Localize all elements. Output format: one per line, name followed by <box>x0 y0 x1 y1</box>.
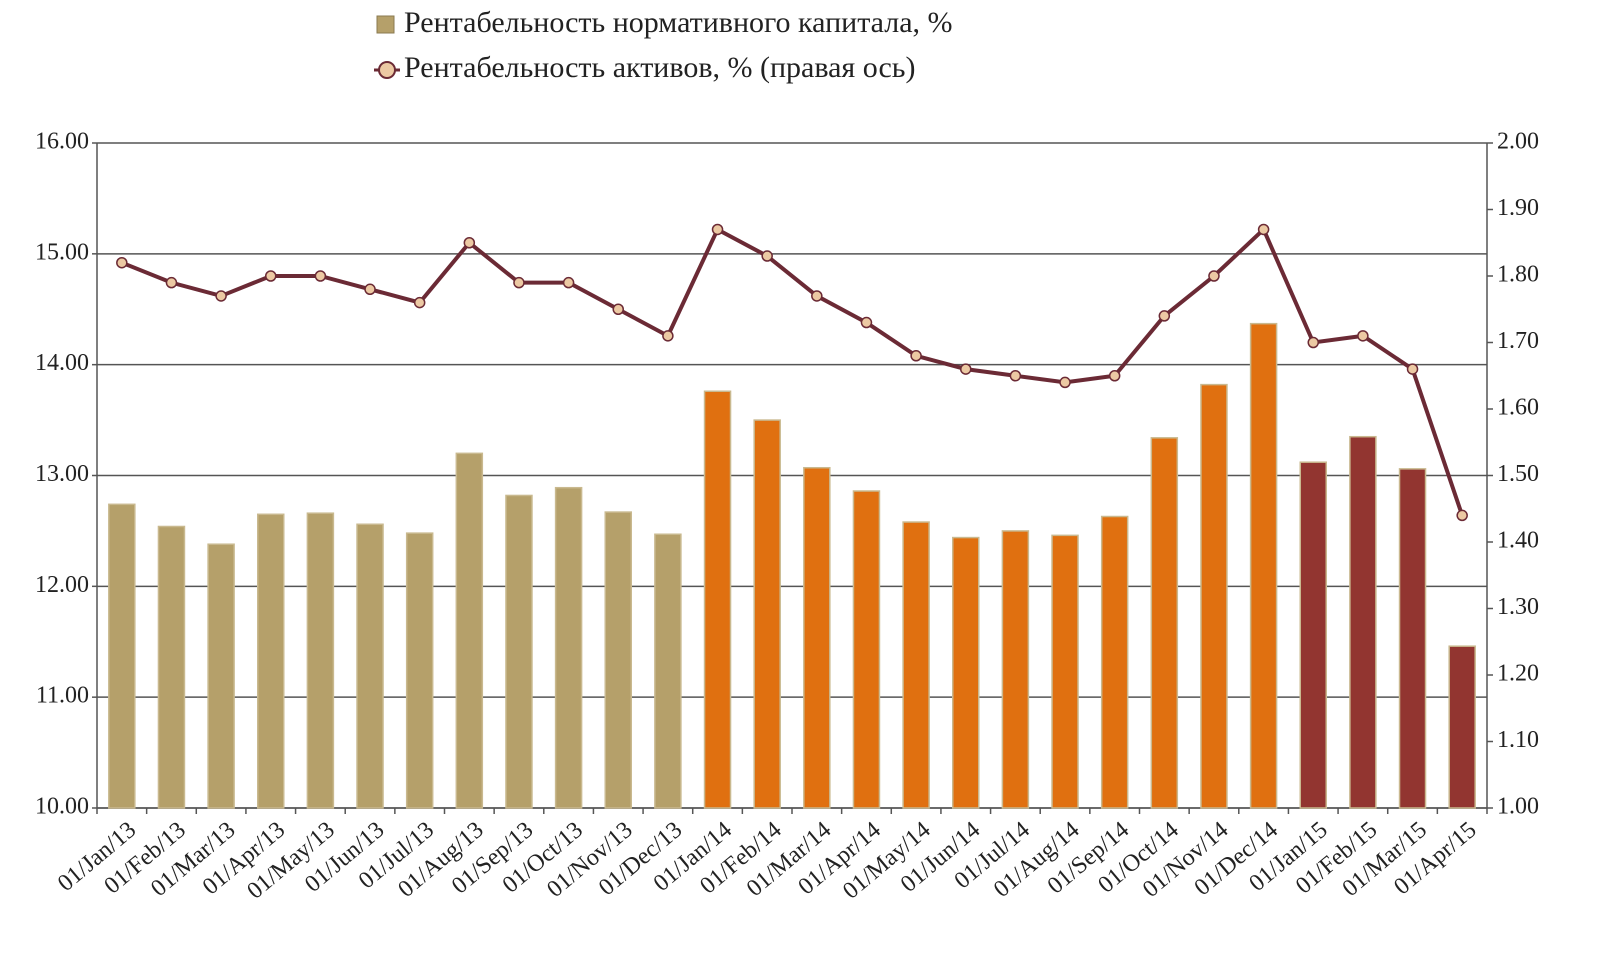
y-tick-label: 15.00 <box>35 239 89 265</box>
y2-tick-label: 1.20 <box>1497 661 1539 687</box>
y2-tick-label: 1.60 <box>1497 395 1539 421</box>
line-marker <box>413 296 426 309</box>
line-marker <box>116 256 128 269</box>
bar <box>604 511 632 809</box>
line <box>121 226 1465 517</box>
bar <box>1448 645 1476 809</box>
line-marker <box>1059 376 1071 389</box>
y2-tick-label: 2.00 <box>1497 129 1539 155</box>
bar <box>852 490 881 809</box>
y-tick-label: 16.00 <box>35 129 89 155</box>
bar <box>207 543 235 809</box>
bar <box>1051 534 1079 809</box>
bar <box>157 525 186 809</box>
line-marker <box>711 223 724 236</box>
bar <box>554 486 583 809</box>
bar <box>1150 437 1179 809</box>
y2-tick-label: 1.00 <box>1497 794 1539 820</box>
line-marker <box>1208 270 1220 282</box>
y-tick-label: 14.00 <box>35 350 89 376</box>
bar <box>1200 383 1228 809</box>
legend-swatch <box>376 15 395 34</box>
line-marker <box>1158 310 1171 322</box>
line-marker <box>910 350 922 362</box>
bar <box>257 513 285 809</box>
y2-tick-label: 1.80 <box>1497 262 1539 288</box>
line-marker <box>265 270 277 282</box>
line-marker <box>1456 509 1468 522</box>
y2-tick-label: 1.90 <box>1497 195 1539 221</box>
line-marker <box>1406 363 1419 375</box>
line-marker <box>811 290 823 302</box>
line-marker <box>463 237 476 249</box>
bar <box>455 452 484 809</box>
legend-marker <box>378 61 396 79</box>
line-marker <box>562 276 575 289</box>
bar <box>1100 515 1129 809</box>
y2-tick-label: 1.40 <box>1497 528 1539 554</box>
bar <box>952 536 980 809</box>
y2-tick-label: 1.50 <box>1497 461 1539 487</box>
legend-label: Рентабельность активов, % (правая ось) <box>404 51 915 84</box>
y2-tick-label: 1.10 <box>1497 727 1539 753</box>
bar <box>306 512 335 809</box>
bar <box>1299 461 1327 809</box>
line-marker <box>1257 223 1270 236</box>
bar <box>1349 435 1377 809</box>
line-marker <box>662 330 674 342</box>
line-marker <box>1307 336 1319 349</box>
bar <box>1249 322 1278 809</box>
y2-tick-label: 1.30 <box>1497 594 1539 620</box>
bar <box>902 521 930 809</box>
y-tick-label: 13.00 <box>35 461 89 487</box>
bar <box>753 419 781 809</box>
bar <box>405 532 434 809</box>
line-marker <box>761 250 773 262</box>
line-marker <box>215 290 227 302</box>
line-marker <box>314 270 327 282</box>
y-tick-label: 12.00 <box>35 572 89 598</box>
line-marker <box>960 363 972 375</box>
y2-tick-label: 1.70 <box>1497 328 1539 354</box>
line-marker <box>364 283 376 296</box>
bar <box>703 390 732 809</box>
y-tick-label: 11.00 <box>36 683 89 709</box>
line-marker <box>860 316 873 329</box>
bar <box>505 494 533 809</box>
line-marker <box>1009 370 1022 382</box>
line-marker <box>1108 370 1121 382</box>
legend-label: Рентабельность нормативного капитала, % <box>404 6 953 39</box>
line-marker <box>1357 330 1369 342</box>
y-tick-label: 10.00 <box>35 794 89 820</box>
line-marker <box>513 276 525 289</box>
bar <box>1001 530 1030 809</box>
bar <box>356 523 384 809</box>
line-marker <box>165 276 178 289</box>
bar <box>803 466 831 809</box>
line-marker <box>612 303 624 315</box>
bar <box>108 503 136 809</box>
bar <box>654 533 682 809</box>
bar <box>1398 468 1427 809</box>
